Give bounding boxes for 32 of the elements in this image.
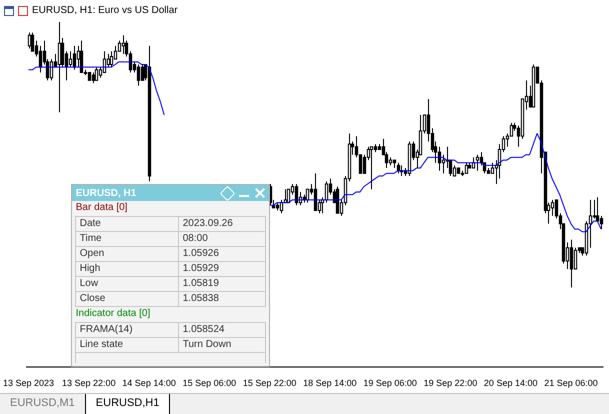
x-tick-label: 21 Sep 06:00	[544, 378, 598, 388]
annotation: Date	[76, 217, 179, 231]
text: EURUSD,H1	[84, 394, 170, 414]
x-tick-label: 13 Sep 22:00	[62, 378, 116, 388]
annotation: 1.05929	[182, 262, 220, 276]
annotation: Open	[76, 247, 179, 261]
x-tick-label: 15 Sep 22:00	[242, 378, 296, 388]
text: 1.058524	[182, 324, 224, 335]
annotation: High	[76, 262, 179, 276]
x-tick-label: 20 Sep 14:00	[484, 378, 538, 388]
x-tick-label: 15 Sep 06:00	[182, 378, 236, 388]
annotation: EURUSD, H1	[76, 188, 138, 198]
text: Close	[80, 293, 106, 304]
text: 1.05838	[182, 293, 219, 304]
chart-title: EURUSD, H1: Euro vs US Dollar	[32, 5, 178, 16]
annotation: 1.05819	[182, 277, 220, 291]
text: Turn Down	[182, 339, 232, 350]
annotation: 2023.09.26	[182, 217, 234, 231]
x-tick-label: 19 Sep 06:00	[363, 378, 417, 388]
x-tick-label: 19 Sep 22:00	[424, 378, 478, 388]
x-tick-label: 18 Sep 14:00	[303, 378, 357, 388]
annotation: 1.05926	[182, 247, 220, 261]
x-tick-label: 13 Sep 2023	[3, 378, 54, 388]
text: Line state	[80, 339, 124, 350]
x-tick-label: 14 Sep 14:00	[122, 378, 176, 388]
text: FRAMA(14)	[80, 324, 133, 335]
text: Indicator data [0]	[76, 308, 150, 319]
text: EURUSD,M1	[9, 396, 76, 411]
annotation: Bar data [0]	[74, 201, 128, 215]
annotation: Low	[76, 277, 179, 291]
annotation: Time	[76, 232, 179, 246]
annotation: 08:00	[182, 232, 209, 246]
